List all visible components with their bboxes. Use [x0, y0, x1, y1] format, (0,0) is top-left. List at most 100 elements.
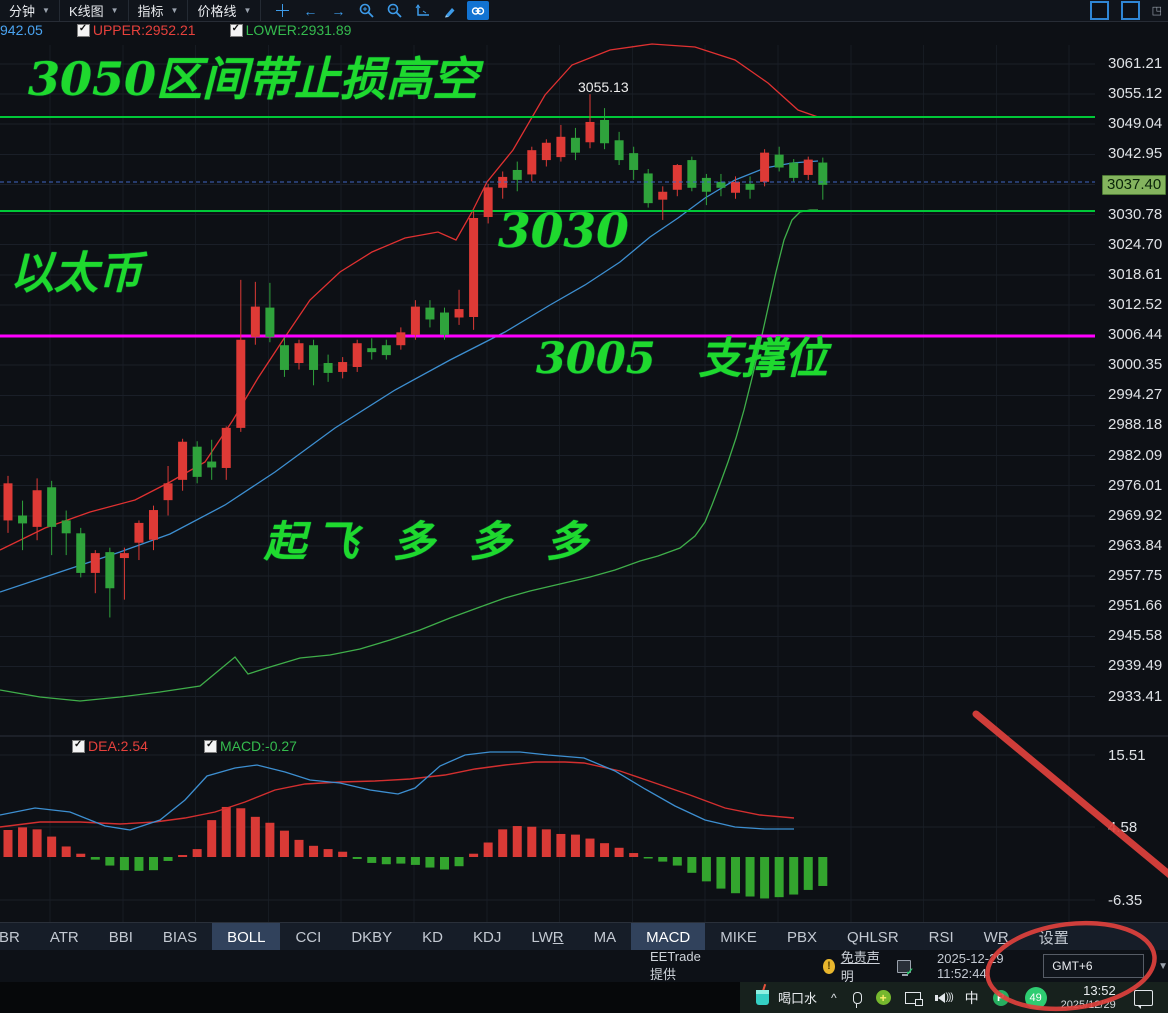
- indicator-label: 指标: [137, 4, 164, 19]
- notification-badge[interactable]: 49: [1024, 986, 1047, 1009]
- tab-kdj[interactable]: KDJ: [473, 928, 502, 946]
- expand-corner-icon[interactable]: ◳: [1151, 5, 1162, 17]
- axis-price-label: 3018.61: [1108, 265, 1163, 283]
- axis-price-label: 3024.70: [1108, 235, 1163, 253]
- annotation-takeoff-long: 起飞 多 多 多: [264, 517, 598, 566]
- high-price-label: 3055.13: [578, 79, 629, 95]
- macd-value-label: MACD:-0.27: [219, 738, 297, 754]
- tab-br[interactable]: BR: [0, 928, 20, 946]
- price-axis: 3061.21 3055.12 3049.04 3042.95 3037.40 3030.…: [1095, 0, 1168, 950]
- axis-price-label: 3000.35: [1108, 356, 1163, 374]
- zoom-in-icon[interactable]: [355, 1, 377, 20]
- indicator-dropdown[interactable]: 指标 ▼: [129, 0, 189, 21]
- axis-price-label: 2988.18: [1108, 416, 1163, 434]
- chevron-down-icon: ▼: [170, 6, 179, 15]
- tab-bbi[interactable]: BBI: [108, 928, 133, 946]
- taskbar-tray: 喝口水 ^ + ))) 中 P 49 13:52 2025/12/29: [740, 982, 1168, 1013]
- arrow-left-icon[interactable]: ←: [303, 2, 318, 19]
- plus-circle-icon[interactable]: +: [875, 990, 891, 1005]
- boll-info-row: 942.05 UPPER:2952.21 LOWER:2931.89: [0, 22, 351, 38]
- axis-price-label: 2994.27: [1108, 386, 1163, 404]
- candlestick-chart-canvas[interactable]: [0, 0, 1168, 922]
- speaker-icon[interactable]: ))): [934, 992, 954, 1003]
- annotation-symbol-ethereum: 以太币: [10, 248, 142, 299]
- tab-ma[interactable]: MA: [593, 928, 617, 946]
- p-app-badge[interactable]: P: [992, 989, 1009, 1006]
- arrow-right-icon[interactable]: →: [331, 2, 346, 19]
- tab-bias[interactable]: BIAS: [162, 928, 198, 946]
- axis-price-label: 3061.21: [1108, 55, 1163, 72]
- boll-lower-label: LOWER:2931.89: [245, 22, 352, 38]
- microphone-icon[interactable]: [852, 991, 862, 1008]
- window-restore-icon[interactable]: [1089, 1, 1109, 20]
- tab-boll[interactable]: BOLL: [212, 923, 281, 951]
- boll-lower-toggle[interactable]: LOWER:2931.89: [229, 22, 352, 38]
- tab-dkby[interactable]: DKBY: [351, 928, 393, 946]
- taskbar-time: 13:52: [1083, 982, 1116, 998]
- chevron-down-icon: ▼: [243, 6, 252, 15]
- tab-kd[interactable]: KD: [422, 928, 444, 946]
- macd-info-row: DEA:2.54 MACD:-0.27: [72, 738, 297, 754]
- tab-rsi[interactable]: RSI: [928, 928, 954, 946]
- network-icon[interactable]: [904, 991, 923, 1006]
- chart-type-dropdown[interactable]: K线图 ▼: [60, 0, 129, 21]
- axis-price-label: 2945.58: [1108, 627, 1163, 645]
- pencil-icon[interactable]: [439, 1, 461, 20]
- timeframe-label: 分钟: [9, 4, 36, 19]
- chevron-down-icon: ▼: [42, 6, 50, 15]
- clock-block[interactable]: 13:52 2025/12/29: [1060, 982, 1116, 1012]
- tab-cci[interactable]: CCI: [295, 928, 322, 946]
- axis-price-label: 2976.01: [1108, 476, 1163, 494]
- annotation-3005-support: 3005 支撑位: [536, 334, 828, 384]
- axis-price-label: 2939.49: [1108, 657, 1163, 675]
- crosshair-icon[interactable]: [271, 1, 293, 20]
- timezone-select[interactable]: GMT+6: [1043, 954, 1145, 978]
- warning-icon: !: [823, 958, 835, 974]
- tab-lwr[interactable]: LW R: [531, 928, 564, 946]
- timezone-caret-icon[interactable]: ▼: [1158, 960, 1168, 972]
- action-center-icon[interactable]: [1133, 989, 1153, 1009]
- tab-qhlsr[interactable]: QHLSR: [846, 928, 899, 946]
- show-hidden-icons-chevron[interactable]: ^: [831, 990, 837, 1005]
- macd-toggle[interactable]: MACD:-0.27: [203, 738, 297, 754]
- annotation-3050-short-zone: 3050区间带止损高空: [28, 52, 479, 106]
- current-price-tag: 3037.40: [1102, 175, 1167, 196]
- axis-price-label: 3049.04: [1108, 115, 1163, 133]
- chart-type-label: K线图: [68, 4, 104, 19]
- axis-price-label: 2969.92: [1108, 506, 1163, 524]
- axis-price-label: 3042.95: [1108, 145, 1163, 163]
- taskbar-date: 2025/12/29: [1060, 998, 1116, 1011]
- status-bar: EETrade提供 ! 免责声明 2025-12-29 11:52:44 GMT…: [0, 949, 1168, 984]
- disclaimer-link[interactable]: 免责声明: [840, 950, 880, 984]
- dea-toggle[interactable]: DEA:2.54: [72, 738, 148, 754]
- link-icon[interactable]: [467, 1, 490, 20]
- tab-atr[interactable]: ATR: [49, 928, 79, 946]
- macd-axis-label: -6.35: [1108, 892, 1143, 909]
- window-maximize-icon[interactable]: [1120, 1, 1140, 20]
- checkbox-checked-icon[interactable]: [203, 739, 217, 753]
- boll-upper-toggle[interactable]: UPPER:2952.21: [76, 22, 196, 38]
- axis-price-label: 2957.75: [1108, 567, 1163, 585]
- checkbox-checked-icon[interactable]: [72, 739, 85, 753]
- provider-label: EETrade提供: [650, 949, 701, 982]
- axis-price-label: 2933.41: [1108, 687, 1163, 705]
- input-method-indicator[interactable]: 中: [964, 989, 979, 1006]
- axis-price-label: 3030.78: [1108, 205, 1163, 223]
- tab-mike[interactable]: MIKE: [720, 928, 757, 946]
- drink-app-label: 喝口水: [778, 991, 818, 1006]
- timeframe-dropdown[interactable]: 分钟 ▼: [0, 0, 60, 21]
- drink-app-icon[interactable]: [756, 990, 769, 1005]
- axis-scale-icon[interactable]: [411, 1, 433, 20]
- boll-mid-value: 942.05: [0, 22, 43, 38]
- tab-设置[interactable]: 设置: [1038, 929, 1069, 947]
- axis-price-label: 3055.12: [1108, 85, 1163, 103]
- axis-price-label: 3006.44: [1108, 326, 1163, 344]
- price-line-dropdown[interactable]: 价格线 ▼: [188, 0, 262, 21]
- checkbox-checked-icon[interactable]: [76, 23, 90, 37]
- checkbox-checked-icon[interactable]: [229, 23, 243, 37]
- tab-pbx[interactable]: PBX: [786, 928, 817, 946]
- tab-macd[interactable]: MACD: [631, 923, 706, 951]
- zoom-out-icon[interactable]: [383, 1, 405, 20]
